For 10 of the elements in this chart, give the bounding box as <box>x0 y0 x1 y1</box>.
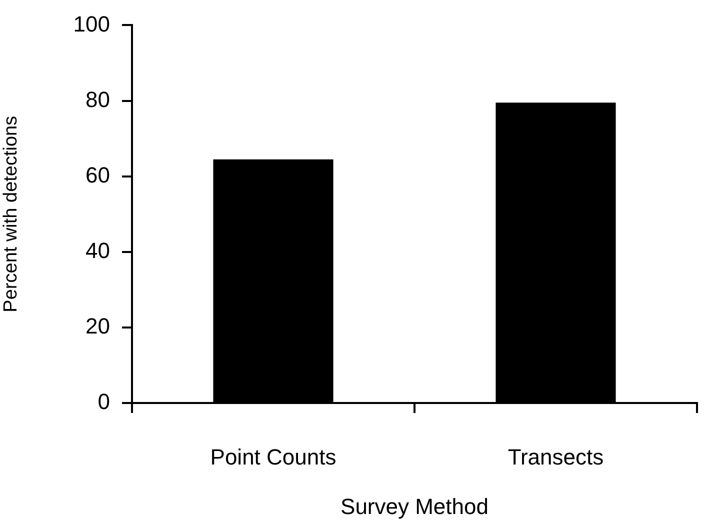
y-tick-label: 0 <box>98 389 110 414</box>
y-tick-label: 20 <box>86 314 110 339</box>
x-tick-label: Transects <box>508 444 604 470</box>
y-tick-label: 100 <box>73 11 110 36</box>
y-axis-title: Percent with detections <box>0 116 22 312</box>
y-tick-label: 60 <box>86 162 110 188</box>
x-axis-title: Survey Method <box>340 494 488 519</box>
y-tick-label: 80 <box>86 86 110 112</box>
x-tick-label: Point Counts <box>210 444 336 470</box>
y-tick-label: 40 <box>86 238 110 263</box>
